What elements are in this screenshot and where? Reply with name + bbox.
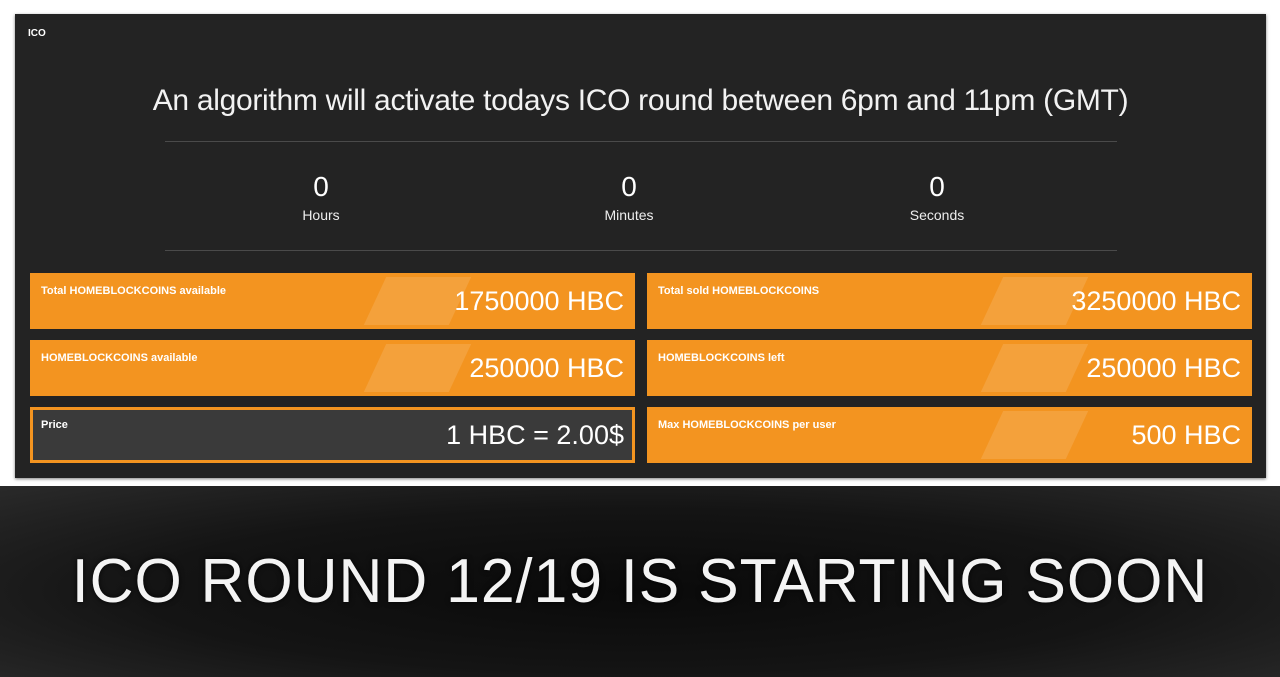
countdown-value: 0 [313,171,329,202]
countdown-seconds: 0 Seconds [837,170,1037,223]
stat-label: Max HOMEBLOCKCOINS per user [658,419,836,431]
stat-value: 3250000 HBC [1071,286,1241,316]
stat-label: HOMEBLOCKCOINS available [41,352,198,364]
banner-text: ICO ROUND 12/19 IS STARTING SOON [71,547,1209,616]
countdown-label: Minutes [604,207,654,223]
countdown-minutes: 0 Minutes [529,170,729,223]
stat-label: HOMEBLOCKCOINS left [658,352,785,364]
countdown-label: Hours [302,207,340,223]
stat-available: HOMEBLOCKCOINS available 250000 HBC [30,340,635,396]
stat-label: Price [41,419,68,431]
stat-label: Total HOMEBLOCKCOINS available [41,285,226,297]
stat-left: HOMEBLOCKCOINS left 250000 HBC [647,340,1252,396]
panel-title: ICO [28,28,46,39]
countdown-label: Seconds [909,207,965,223]
stat-value: 250000 HBC [469,353,624,383]
card-sheen [980,344,1089,392]
countdown-hours: 0 Hours [221,170,421,223]
divider [165,141,1117,142]
countdown-value: 0 [929,171,945,202]
card-sheen [980,411,1089,459]
divider [165,250,1117,251]
stat-value: 500 HBC [1131,420,1241,450]
ico-panel: ICO An algorithm will activate todays IC… [15,14,1266,478]
headline: An algorithm will activate todays ICO ro… [152,84,1129,117]
stat-total-sold: Total sold HOMEBLOCKCOINS 3250000 HBC [647,273,1252,329]
card-sheen [363,344,472,392]
stat-value: 1750000 HBC [454,286,624,316]
countdown-value: 0 [621,171,637,202]
stat-total-available: Total HOMEBLOCKCOINS available 1750000 H… [30,273,635,329]
stat-price: Price 1 HBC = 2.00$ [30,407,635,463]
stat-value: 250000 HBC [1086,353,1241,383]
stat-max-per-user: Max HOMEBLOCKCOINS per user 500 HBC [647,407,1252,463]
announcement-banner: ICO ROUND 12/19 IS STARTING SOON [0,486,1280,677]
stat-label: Total sold HOMEBLOCKCOINS [658,285,820,297]
stat-value: 1 HBC = 2.00$ [446,420,624,450]
